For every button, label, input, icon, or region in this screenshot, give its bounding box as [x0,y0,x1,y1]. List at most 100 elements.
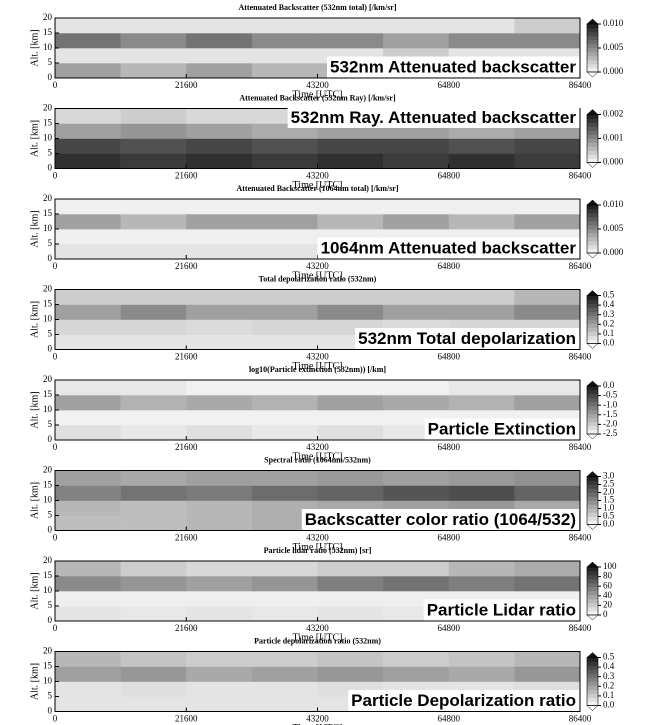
y-tick-label: 0 [48,72,53,82]
colorbar-tick-label: -0.5 [603,390,618,400]
heatmap-cell [186,139,252,154]
heatmap-cell [186,290,252,305]
heatmap-cell [186,471,252,486]
x-tick-label: 64800 [438,352,461,362]
heatmap-cell [121,48,187,63]
colorbar-step [587,245,598,249]
colorbar-end [587,472,598,477]
heatmap-cell [318,154,384,169]
heatmap-cell [186,244,252,259]
panel: Attenuated Backscatter (1064nm total) [/… [29,184,623,281]
colorbar-step [587,308,598,312]
heatmap-cell [449,18,515,33]
colorbar-tick-label: 40 [603,590,613,600]
heatmap-cell [383,561,449,576]
colorbar-step [587,213,598,217]
heatmap-cell [186,154,252,169]
heatmap-cell [383,652,449,667]
colorbar-step [587,209,598,213]
colorbar-step [587,296,598,300]
x-tick-label: 21600 [175,171,198,181]
heatmap-cell [186,606,252,621]
annotation: 532nm Ray. Attenuated backscatter [291,108,577,127]
heatmap-cell [186,33,252,48]
heatmap-cell [121,244,187,259]
colorbar-step [587,205,598,209]
colorbar-tick-label: 0.5 [603,652,615,662]
x-tick-label: 64800 [438,442,461,452]
heatmap-cell [121,501,187,516]
x-tick-label: 64800 [438,623,461,633]
colorbar-step [587,44,598,48]
heatmap-cell [252,395,318,410]
heatmap-cell [449,395,515,410]
y-tick-label: 5 [48,57,53,67]
heatmap-cell [318,486,384,501]
heatmap-cell [449,576,515,591]
y-axis-label: Alt. [km] [29,29,40,66]
panel-title: Spectral ratio (1064nm/532nm) [264,455,371,464]
y-tick-label: 5 [48,419,53,429]
heatmap-cell [186,576,252,591]
heatmap-cell [383,471,449,486]
colorbar-step [587,485,598,489]
heatmap-cell [186,501,252,516]
heatmap-cell [121,591,187,606]
heatmap-cell [449,33,515,48]
colorbar-step [587,579,598,583]
y-tick-label: 10 [43,223,53,233]
colorbar-step [587,493,598,497]
x-tick-label: 0 [53,533,58,543]
heatmap-cell [55,380,121,395]
y-tick-label: 20 [43,12,53,22]
heatmap-cell [55,486,121,501]
panel-title: log10(Particle extinction (532nm)) [/km] [249,365,386,374]
y-tick-label: 10 [43,314,53,324]
colorbar-tick-label: 20 [603,599,613,609]
heatmap-cell [514,214,580,229]
heatmap-cell [318,576,384,591]
heatmap-cell [318,561,384,576]
panel: Particle lidar ratio (532nm) [sr]0510152… [29,546,617,643]
colorbar-end [587,434,598,439]
heatmap-cell [186,667,252,682]
heatmap-cell [121,154,187,169]
heatmap-cell [186,320,252,335]
heatmap-cell [252,214,318,229]
y-tick-label: 20 [43,374,53,384]
heatmap-cell [186,561,252,576]
colorbar-step [587,32,598,36]
heatmap-cell [121,606,187,621]
colorbar-tick-label: 100 [603,561,617,571]
colorbar-step [587,509,598,513]
heatmap-cell [121,214,187,229]
colorbar-step [587,386,598,390]
heatmap-cell [55,199,121,214]
y-tick-label: 20 [43,103,53,113]
heatmap-cell [252,335,318,350]
colorbar-tick-label: 80 [603,571,613,581]
panel: Attenuated Backscatter (532nm Ray) [/km/… [29,93,623,190]
y-tick-label: 15 [43,27,53,37]
heatmap-cell [514,305,580,320]
heatmap-cell [55,33,121,48]
heatmap-cell [186,305,252,320]
y-tick-label: 15 [43,661,53,671]
heatmap-cell [121,18,187,33]
heatmap-cell [186,229,252,244]
heatmap-cell [514,139,580,154]
heatmap-cell [318,425,384,440]
colorbar-step [587,56,598,60]
y-tick-label: 20 [43,193,53,203]
panel-title: Total depolarization ratio (532nm) [259,274,377,283]
y-tick-label: 15 [43,299,53,309]
heatmap-cell [252,48,318,63]
annotation: 532nm Total depolarization [358,329,576,348]
x-tick-label: 21600 [175,352,198,362]
y-tick-label: 15 [43,208,53,218]
heatmap-cell [55,501,121,516]
heatmap-cell [55,561,121,576]
colorbar-step [587,497,598,501]
colorbar-end [587,525,598,530]
colorbar-step [587,127,598,131]
